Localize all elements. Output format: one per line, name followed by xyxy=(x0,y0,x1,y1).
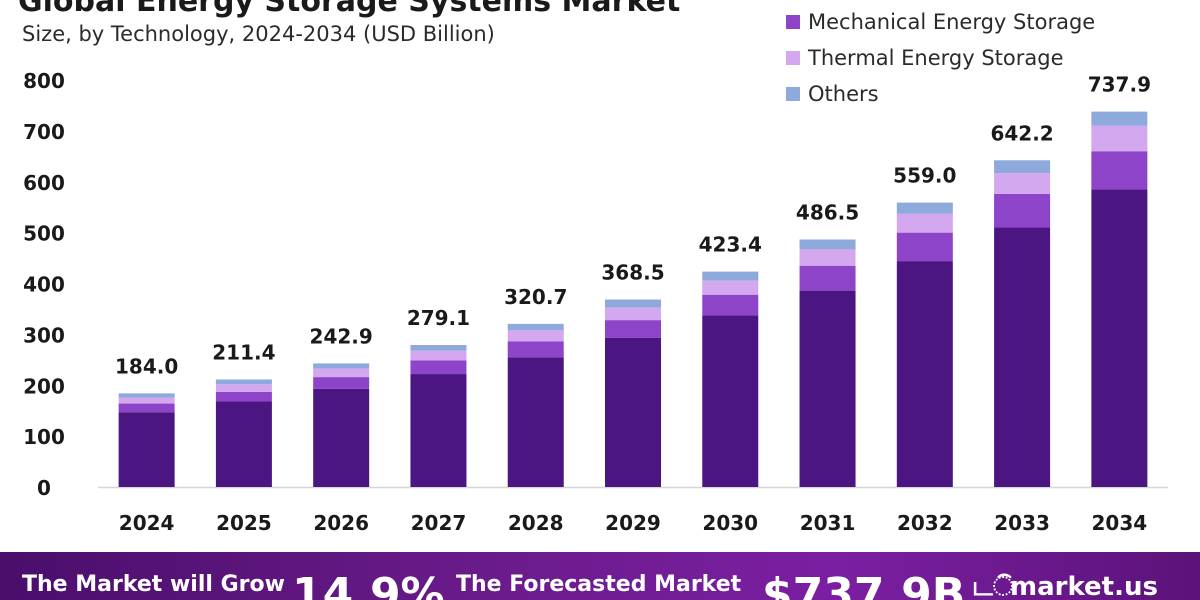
bar-segment-0 xyxy=(118,412,175,487)
legend-label-thermal: Thermal Energy Storage xyxy=(808,46,1064,70)
bar-segment-0 xyxy=(215,401,272,487)
bar-total-label: 184.0 xyxy=(115,354,178,378)
bar-segment-2 xyxy=(994,173,1051,194)
chart-title: Global Energy Storage Systems Market xyxy=(18,0,681,19)
bar-segment-1 xyxy=(215,391,272,402)
bar-segment-0 xyxy=(410,374,467,487)
bar-segment-2 xyxy=(507,330,564,342)
bar-segment-2 xyxy=(605,307,661,321)
x-tick-label: 2029 xyxy=(605,511,661,535)
bar-total-label: 559.0 xyxy=(893,164,956,188)
y-tick-label: 200 xyxy=(23,374,65,398)
y-tick-label: 0 xyxy=(37,476,51,500)
market-us-logo[interactable]: market.us xyxy=(1010,572,1158,600)
legend-swatch-thermal xyxy=(786,51,800,65)
bar-segment-2 xyxy=(118,397,175,404)
bar-total-label: 211.4 xyxy=(212,340,275,364)
stacked-bar-chart: 0 100 200 300 400 500 600 700 800 184.0 2024 211.4 2… xyxy=(23,69,1168,535)
bar-segment-1 xyxy=(896,232,953,262)
bar-segment-3 xyxy=(410,345,467,351)
bar-total-label: 423.4 xyxy=(699,233,762,257)
x-tick-label: 2028 xyxy=(508,511,564,535)
x-tick-label: 2032 xyxy=(897,511,953,535)
x-tick-label: 2034 xyxy=(1092,511,1148,535)
bar-total-label: 486.5 xyxy=(796,200,859,224)
bar-segment-2 xyxy=(313,368,370,378)
bar-segment-3 xyxy=(605,299,661,308)
bar-segment-1 xyxy=(313,377,370,389)
bar-segment-3 xyxy=(896,202,953,214)
bar-segment-1 xyxy=(1091,151,1148,190)
bar-total-label: 320.7 xyxy=(504,285,567,309)
bar-segment-1 xyxy=(410,360,467,375)
y-tick-label: 500 xyxy=(23,222,65,246)
bar-segment-2 xyxy=(1091,125,1148,152)
market-us-logo-icon: டି xyxy=(972,572,1014,600)
legend-swatch-others xyxy=(786,87,800,101)
x-tick-label: 2031 xyxy=(800,511,856,535)
x-tick-label: 2025 xyxy=(216,511,272,535)
legend-item-mechanical: Mechanical Energy Storage xyxy=(786,4,1095,40)
bar-segment-0 xyxy=(1091,189,1148,487)
chart-subtitle: Size, by Technology, 2024-2034 (USD Bill… xyxy=(22,22,495,46)
summary-banner: The Market will Grow 14.9% The Forecaste… xyxy=(0,552,1200,600)
legend-item-thermal: Thermal Energy Storage xyxy=(786,40,1095,76)
bar-segment-2 xyxy=(896,213,953,233)
bar-segment-0 xyxy=(799,290,856,487)
x-tick-label: 2024 xyxy=(119,511,175,535)
legend-label-others: Others xyxy=(808,82,879,106)
x-tick-label: 2027 xyxy=(411,511,467,535)
bar-segment-1 xyxy=(702,294,759,316)
bar-total-label: 279.1 xyxy=(407,306,470,330)
chart-legend: Mechanical Energy Storage Thermal Energy… xyxy=(786,4,1095,112)
y-tick-label: 400 xyxy=(23,273,65,297)
y-tick-label: 100 xyxy=(23,425,65,449)
bar-total-label: 642.2 xyxy=(990,121,1053,145)
bar-segment-1 xyxy=(118,403,175,413)
bar-segment-0 xyxy=(313,388,370,487)
bar-segment-1 xyxy=(507,341,564,358)
x-tick-label: 2026 xyxy=(313,511,369,535)
bar-segment-0 xyxy=(507,357,564,487)
bar-total-label: 368.5 xyxy=(601,261,664,285)
y-tick-label: 700 xyxy=(23,120,65,144)
bar-total-label: 737.9 xyxy=(1088,73,1151,97)
banner-grow-text: The Market will Grow xyxy=(22,572,285,597)
bar-segment-1 xyxy=(605,320,661,338)
legend-item-others: Others xyxy=(786,76,1095,112)
bar-segment-3 xyxy=(118,393,175,398)
bar-segment-1 xyxy=(994,193,1051,228)
bar-segment-2 xyxy=(702,280,759,295)
x-tick-label: 2033 xyxy=(994,511,1050,535)
bar-segment-0 xyxy=(994,227,1051,487)
x-tick-label: 2030 xyxy=(702,511,758,535)
bar-segment-3 xyxy=(1091,111,1148,126)
bar-segment-0 xyxy=(702,315,759,487)
bar-segment-3 xyxy=(702,271,759,281)
bar-segment-3 xyxy=(994,160,1051,174)
bar-segment-2 xyxy=(799,249,856,266)
bar-segment-0 xyxy=(896,261,953,487)
banner-cagr-value: 14.9% xyxy=(292,569,445,600)
bar-segment-3 xyxy=(799,239,856,250)
bar-segment-3 xyxy=(215,379,272,385)
y-tick-label: 300 xyxy=(23,323,65,347)
bar-total-label: 242.9 xyxy=(310,324,373,348)
y-tick-label: 800 xyxy=(23,69,65,93)
banner-forecast-text: The Forecasted Market xyxy=(456,572,742,597)
legend-swatch-mechanical xyxy=(786,15,800,29)
bar-segment-1 xyxy=(799,265,856,291)
banner-market-value: $737.9B xyxy=(762,569,966,600)
bar-segment-0 xyxy=(605,337,661,487)
bar-segment-3 xyxy=(507,323,564,331)
bar-segment-2 xyxy=(215,384,272,392)
bar-segment-2 xyxy=(410,350,467,361)
bar-segment-3 xyxy=(313,363,370,369)
y-tick-label: 600 xyxy=(23,171,65,195)
legend-label-mechanical: Mechanical Energy Storage xyxy=(808,10,1096,34)
